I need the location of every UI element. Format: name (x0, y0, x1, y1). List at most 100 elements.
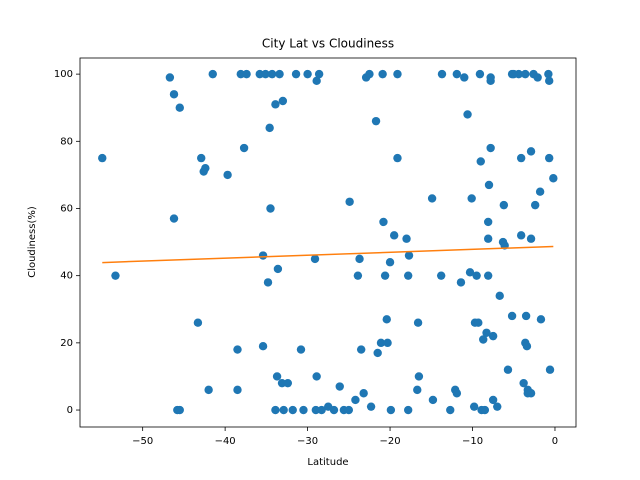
point (165, 73, 175, 82)
point (175, 405, 184, 415)
point (413, 318, 423, 327)
point (208, 69, 217, 79)
point (482, 328, 491, 337)
point (344, 405, 354, 415)
point (488, 395, 498, 405)
point (382, 315, 391, 324)
point (317, 405, 326, 415)
point (460, 73, 469, 82)
point (311, 405, 321, 415)
point (475, 69, 485, 79)
point (242, 69, 251, 79)
point (291, 69, 301, 79)
point (380, 271, 390, 280)
point (536, 315, 546, 324)
point (365, 69, 374, 79)
point (366, 402, 376, 411)
y-tick-label: 100 (54, 69, 73, 80)
point (486, 143, 495, 153)
point (193, 318, 203, 327)
point (393, 69, 402, 79)
point (404, 251, 414, 260)
point (446, 405, 455, 415)
point (484, 180, 494, 190)
point (271, 405, 280, 415)
point (266, 204, 275, 213)
point (288, 405, 297, 415)
point (427, 194, 437, 203)
point (519, 378, 528, 388)
point (549, 174, 558, 183)
point (351, 395, 360, 405)
point (526, 147, 536, 156)
point (516, 153, 526, 163)
point (544, 69, 553, 79)
point (480, 405, 490, 415)
point (403, 405, 413, 415)
point (493, 402, 502, 411)
point (175, 103, 184, 112)
y-axis-label: Cloudiness(%) (27, 206, 38, 278)
point (204, 385, 213, 395)
point (467, 194, 476, 203)
point (385, 258, 395, 267)
point (272, 372, 282, 381)
point (545, 153, 554, 163)
point (355, 254, 364, 264)
x-tick-label: −40 (215, 436, 236, 447)
point (413, 385, 422, 395)
point (271, 100, 280, 109)
y-tick-label: 20 (60, 338, 73, 349)
point (345, 197, 354, 206)
point (356, 345, 366, 354)
point (255, 69, 264, 79)
point (535, 187, 545, 196)
point (526, 389, 536, 398)
point (521, 311, 531, 321)
x-tick-label: 0 (552, 436, 558, 447)
point (509, 69, 518, 79)
point (296, 345, 306, 354)
point (456, 278, 466, 287)
point (258, 251, 268, 260)
point (499, 200, 509, 210)
point (98, 153, 107, 163)
point (463, 110, 472, 119)
point (378, 69, 387, 79)
point (516, 231, 526, 240)
point (383, 338, 392, 348)
point (277, 378, 287, 388)
point (486, 73, 495, 82)
point (111, 271, 120, 280)
point (545, 76, 554, 86)
point (521, 69, 530, 79)
point (303, 69, 312, 79)
point (488, 331, 498, 341)
point (437, 69, 447, 79)
point (310, 254, 320, 264)
y-tick-label: 40 (60, 271, 73, 282)
y-tick-label: 0 (67, 405, 73, 416)
point (428, 395, 438, 405)
x-tick-label: −10 (462, 436, 483, 447)
point (312, 76, 321, 86)
point (169, 90, 179, 99)
point (373, 348, 382, 358)
point (526, 234, 536, 243)
point (299, 405, 308, 415)
point (273, 264, 283, 274)
point (265, 123, 274, 133)
point (483, 271, 493, 280)
x-axis-label: Latitude (307, 457, 348, 468)
point (452, 389, 462, 398)
point (483, 234, 493, 243)
point (402, 234, 411, 243)
y-tick-label: 80 (60, 136, 73, 147)
point (507, 311, 517, 321)
point (530, 200, 540, 210)
point (263, 278, 273, 287)
point (371, 116, 381, 126)
point (223, 170, 232, 180)
point (359, 389, 368, 398)
